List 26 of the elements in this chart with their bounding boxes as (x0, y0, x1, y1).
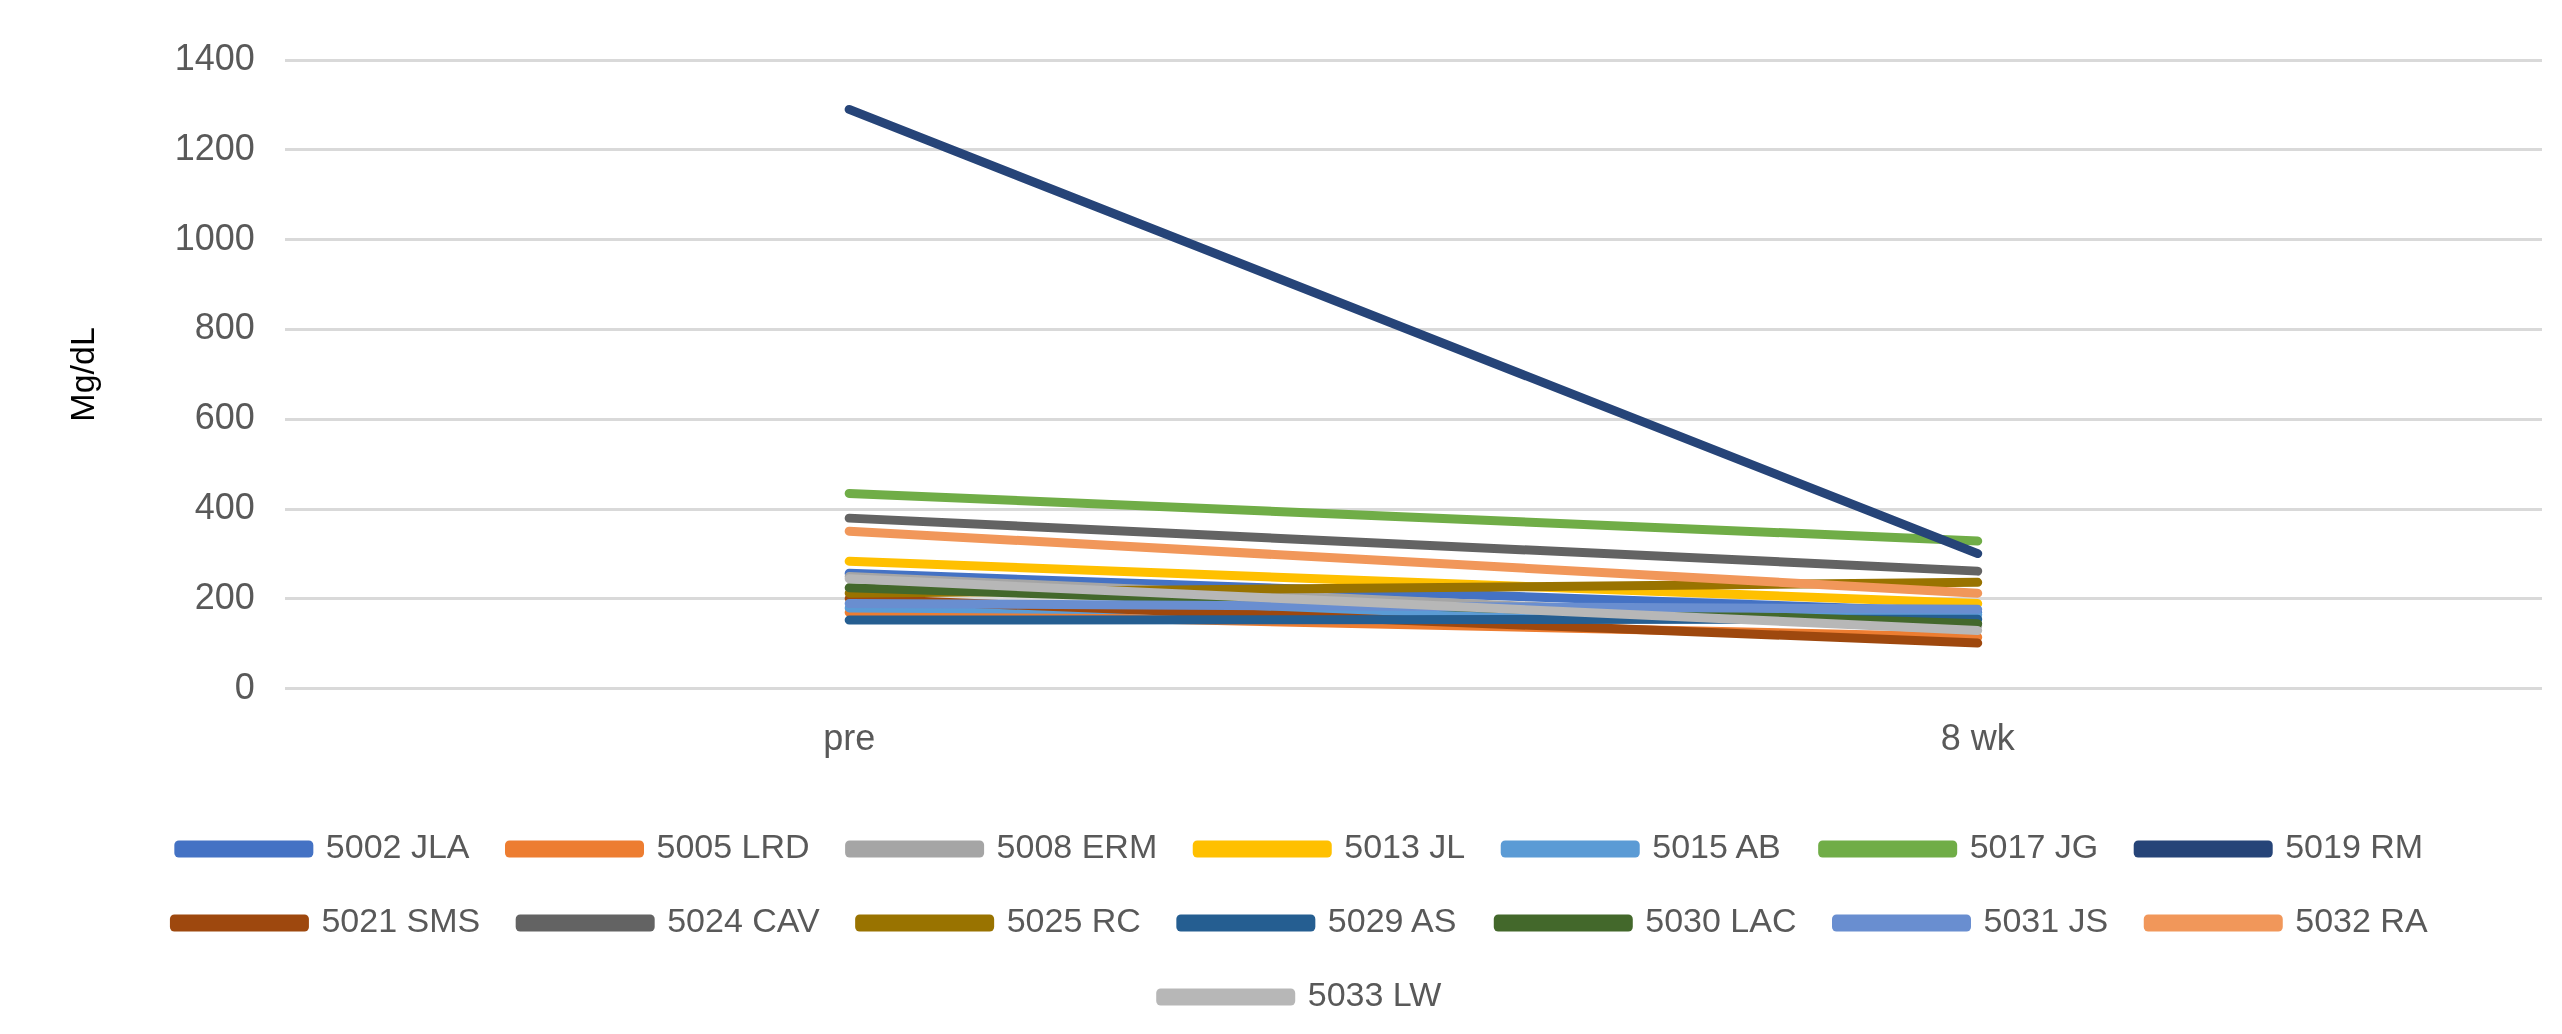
y-tick-label: 1200 (174, 126, 255, 168)
y-axis-title: Mg/dL (62, 327, 101, 422)
y-tick-label: 800 (194, 306, 255, 348)
legend-label: 5033 LW (1307, 975, 1442, 1014)
y-tick-label: 1000 (174, 216, 255, 258)
legend-label: 5025 RC (1006, 901, 1141, 940)
legend-label: 5017 JG (1969, 827, 2099, 866)
legend-label: 5031 JS (1983, 901, 2109, 940)
y-tick-label: 1400 (174, 36, 255, 78)
legend-label: 5005 LRD (656, 827, 810, 866)
legend-label: 5030 LAC (1645, 901, 1797, 940)
legend-label: 5019 RM (2285, 827, 2424, 866)
y-tick-label: 200 (194, 575, 255, 617)
x-tick-label: pre (823, 717, 876, 759)
legend-label: 5032 RA (2295, 901, 2428, 940)
y-tick-label: 600 (194, 396, 255, 438)
legend-label: 5029 AS (1327, 901, 1457, 940)
legend-label: 5024 CAV (667, 901, 820, 940)
legend-label: 5002 JLA (325, 827, 470, 866)
x-tick-label: 8 wk (1940, 717, 2016, 759)
legend-label: 5015 AB (1652, 827, 1781, 866)
legend-label: 5021 SMS (321, 901, 481, 940)
legend-label: 5013 JL (1344, 827, 1466, 866)
legend-label: 5008 ERM (996, 827, 1158, 866)
y-tick-label: 0 (234, 665, 255, 707)
y-tick-label: 400 (194, 486, 255, 528)
